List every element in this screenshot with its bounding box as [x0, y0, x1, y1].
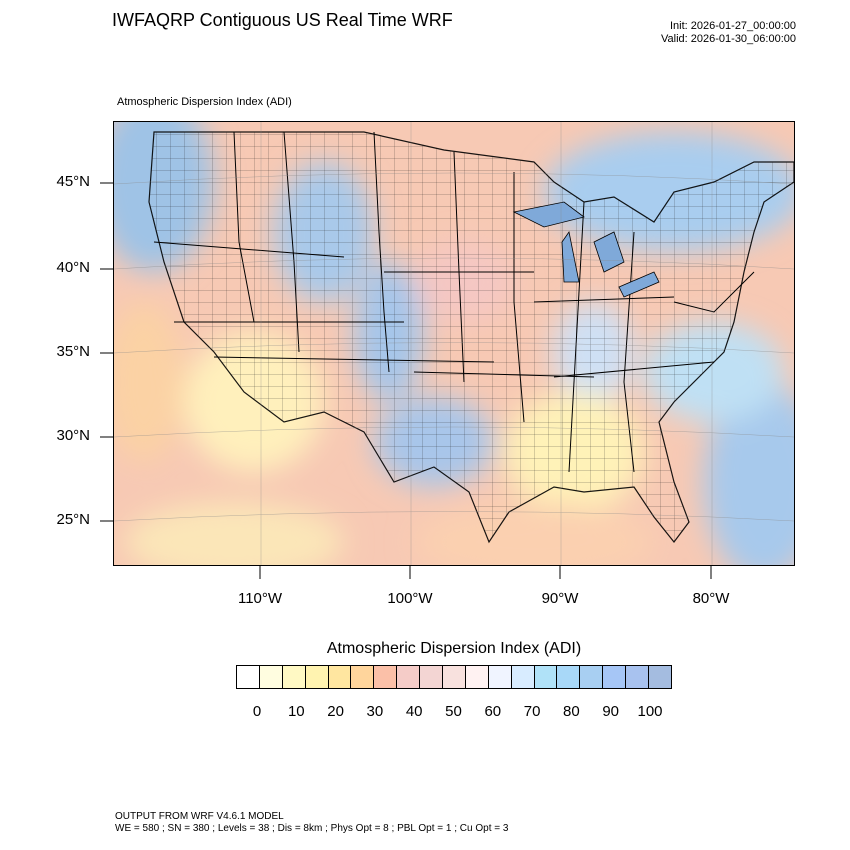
state-boundaries	[153, 131, 755, 473]
colorbar-swatch	[511, 666, 535, 688]
colorbar-tick-label: 100	[637, 703, 663, 720]
colorbar-swatch	[397, 666, 421, 688]
init-time: Init: 2026-01-27_00:00:00	[670, 20, 796, 32]
colorbar-swatch	[534, 666, 558, 688]
colorbar-swatch	[603, 666, 627, 688]
colorbar-swatch	[626, 666, 650, 688]
colorbar-swatch	[420, 666, 444, 688]
colorbar-swatch	[557, 666, 581, 688]
lon-label-90w: 90°W	[541, 590, 579, 607]
lat-label-25: 25°N	[56, 511, 90, 528]
colorbar-tick-label: 40	[405, 703, 423, 720]
colorbar-swatch	[305, 666, 329, 688]
colorbar-tick-label: 10	[287, 703, 305, 720]
colorbar-tick-label: 20	[327, 703, 344, 720]
colorbar-swatch	[465, 666, 489, 688]
colorbar-swatch	[443, 666, 466, 688]
map-svg	[114, 122, 794, 565]
colorbar-tick-label: 30	[366, 703, 384, 720]
colorbar-tick-label: 70	[523, 703, 541, 720]
colorbar-tick-label: 90	[602, 703, 620, 720]
lon-label-110w: 110°W	[237, 590, 283, 607]
colorbar-tick-label: 50	[445, 703, 462, 720]
colorbar-swatch	[374, 666, 398, 688]
lat-label-40: 40°N	[56, 259, 90, 276]
colorbar-swatch	[649, 666, 671, 688]
lat-ticks	[100, 182, 114, 522]
colorbar-swatch	[237, 666, 260, 688]
colorbar-swatch	[328, 666, 352, 688]
colorbar-title: Atmospheric Dispersion Index (ADI)	[326, 640, 582, 657]
model-config: WE = 580 ; SN = 380 ; Levels = 38 ; Dis …	[115, 823, 509, 834]
lat-label-45: 45°N	[56, 173, 90, 190]
colorbar-swatch	[351, 666, 375, 688]
run-times: Init: 2026-01-27_00:00:00 Valid: 2026-01…	[661, 20, 796, 46]
plot-title: IWFAQRP Contiguous US Real Time WRF	[112, 10, 453, 30]
colorbar-swatch	[580, 666, 604, 688]
colorbar-swatch	[488, 666, 512, 688]
lon-ticks	[259, 565, 712, 579]
colorbar-swatch	[259, 666, 283, 688]
us-outline	[148, 131, 794, 544]
lon-label-100w: 100°W	[387, 590, 433, 607]
colorbar-tick-label: 80	[563, 703, 580, 720]
graticule	[114, 122, 794, 565]
valid-time: Valid: 2026-01-30_06:00:00	[661, 33, 796, 45]
map-panel	[113, 121, 795, 566]
lat-label-35: 35°N	[56, 343, 90, 360]
lat-label-30: 30°N	[56, 427, 90, 444]
colorbar-tick-label: 0	[252, 703, 262, 720]
lon-label-80w: 80°W	[692, 590, 730, 607]
colorbar-swatch	[282, 666, 306, 688]
colorbar-tick-label: 60	[484, 703, 502, 720]
model-info: OUTPUT FROM WRF V4.6.1 MODEL WE = 580 ; …	[115, 811, 508, 835]
model-version: OUTPUT FROM WRF V4.6.1 MODEL	[115, 811, 284, 822]
great-lakes	[512, 201, 660, 298]
field-subtitle: Atmospheric Dispersion Index (ADI)	[117, 96, 292, 108]
colorbar	[236, 665, 672, 689]
